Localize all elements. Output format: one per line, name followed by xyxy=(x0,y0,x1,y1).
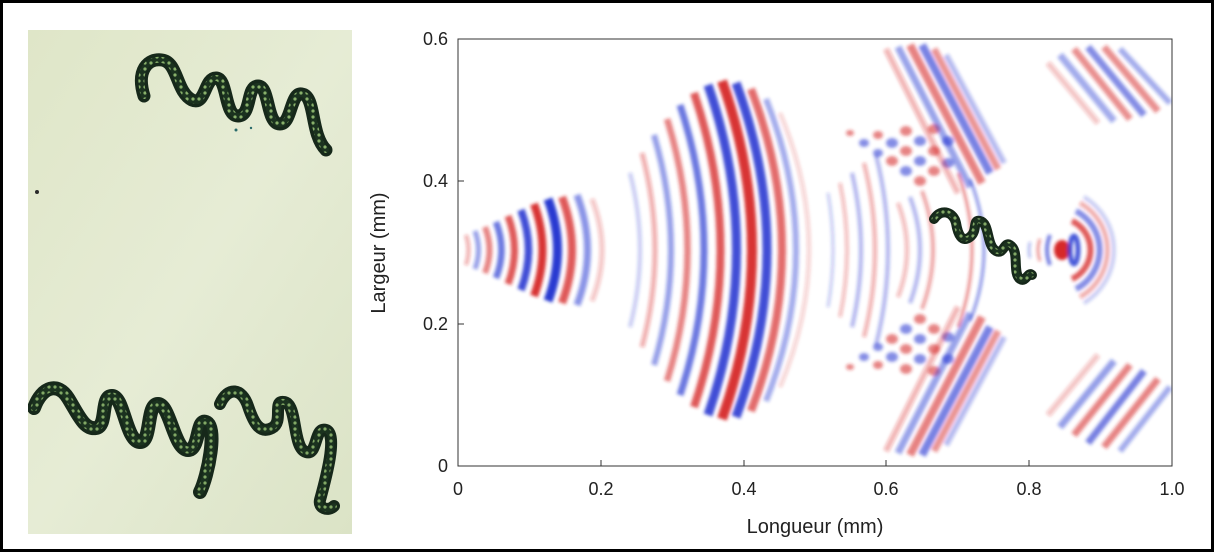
y-tick-label: 0 xyxy=(438,456,448,476)
y-tick-label: 0.6 xyxy=(423,29,448,49)
spiral-organism-icon xyxy=(214,385,340,515)
x-tick-label: 0.6 xyxy=(873,479,898,499)
wave-field-plot: 0 0.2 0.4 0.6 0.8 1.0 0 0.2 0.4 0.6 Long… xyxy=(368,29,1185,538)
micrograph-panel xyxy=(28,30,352,534)
x-tick-label: 1.0 xyxy=(1159,479,1184,499)
x-axis-label: Longueur (mm) xyxy=(747,516,884,538)
x-tick-label: 0 xyxy=(453,479,463,499)
x-tick-label: 0.2 xyxy=(588,479,613,499)
wave-packet-3 xyxy=(826,43,1007,457)
x-tick-label: 0.8 xyxy=(1016,479,1041,499)
wave-packet-1 xyxy=(464,193,605,307)
wave-field xyxy=(464,43,1172,457)
x-tick-label: 0.4 xyxy=(731,479,756,499)
spiral-organism-icon xyxy=(134,53,333,157)
y-tick-label: 0.2 xyxy=(423,314,448,334)
y-axis xyxy=(458,38,464,467)
plot-area xyxy=(457,38,1173,467)
y-tick-label: 0.4 xyxy=(423,171,448,191)
y-axis-label: Largeur (mm) xyxy=(368,192,390,313)
spiral-organism-icon xyxy=(28,381,219,499)
wave-packet-4 xyxy=(1027,44,1172,453)
x-axis xyxy=(457,460,1173,466)
spiral-organism-icon xyxy=(929,207,1037,285)
wave-packet-2 xyxy=(628,79,811,421)
